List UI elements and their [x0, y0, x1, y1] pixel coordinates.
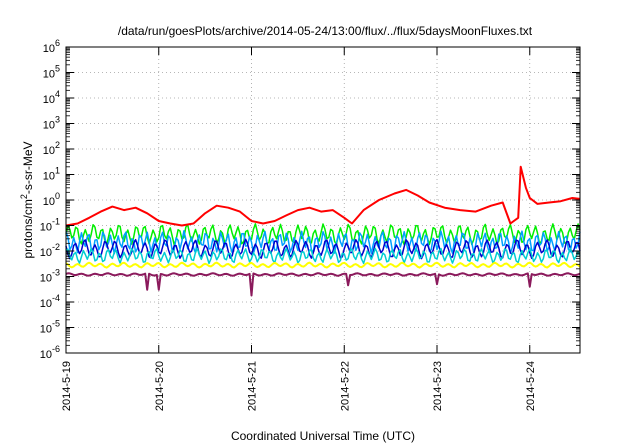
- y-axis-title-main: protons/cm: [21, 199, 35, 258]
- series-layer: [65, 165, 581, 297]
- x-tick-label: 2014-5-21: [247, 361, 259, 411]
- grid: [66, 47, 580, 353]
- y-axis-title-superscript: 2: [19, 194, 29, 199]
- y-tick-label: 105: [43, 64, 60, 81]
- y-tick-label: 104: [43, 89, 60, 106]
- y-tick-label: 10-5: [40, 319, 60, 336]
- y-axis: 10-6 10-5 10-4 10-3 10-2 10-1 100 101 102 103 104 1…: [40, 38, 580, 361]
- x-tick-label: 2014-5-23: [432, 361, 444, 411]
- y-axis-title: protons/cm2-s-sr-MeV: [19, 141, 35, 258]
- x-tick-label: 2014-5-24: [525, 361, 537, 411]
- series-line: [65, 272, 581, 297]
- y-tick-label: 106: [43, 38, 60, 55]
- y-tick-label: 100: [43, 191, 60, 208]
- y-tick-label: 10-3: [40, 268, 60, 285]
- y-tick-label: 10-2: [40, 242, 60, 259]
- x-axis: 2014-5-19 2014-5-20 2014-5-21 2014-5-22 2014…: [61, 47, 537, 411]
- series-line: [65, 223, 581, 246]
- x-tick-label: 2014-5-20: [154, 361, 166, 411]
- y-tick-label: 10-4: [40, 293, 60, 310]
- chart-title: /data/run/goesPlots/archive/2014-05-24/1…: [118, 24, 533, 38]
- y-tick-label: 10-6: [40, 344, 60, 361]
- x-tick-label: 2014-5-19: [61, 361, 73, 411]
- y-tick-label: 102: [43, 140, 60, 157]
- x-axis-title: Coordinated Universal Time (UTC): [231, 429, 415, 443]
- series-line: [65, 247, 581, 265]
- series-line: [65, 261, 581, 269]
- y-axis-title-rest: -s-sr-MeV: [21, 141, 35, 194]
- y-tick-label: 10-1: [40, 217, 60, 234]
- series-line: [65, 238, 581, 260]
- y-tick-label: 103: [43, 115, 60, 132]
- x-tick-label: 2014-5-22: [339, 361, 351, 411]
- series-line: [65, 230, 581, 255]
- y-tick-label: 101: [43, 166, 60, 183]
- series-line: [65, 165, 581, 227]
